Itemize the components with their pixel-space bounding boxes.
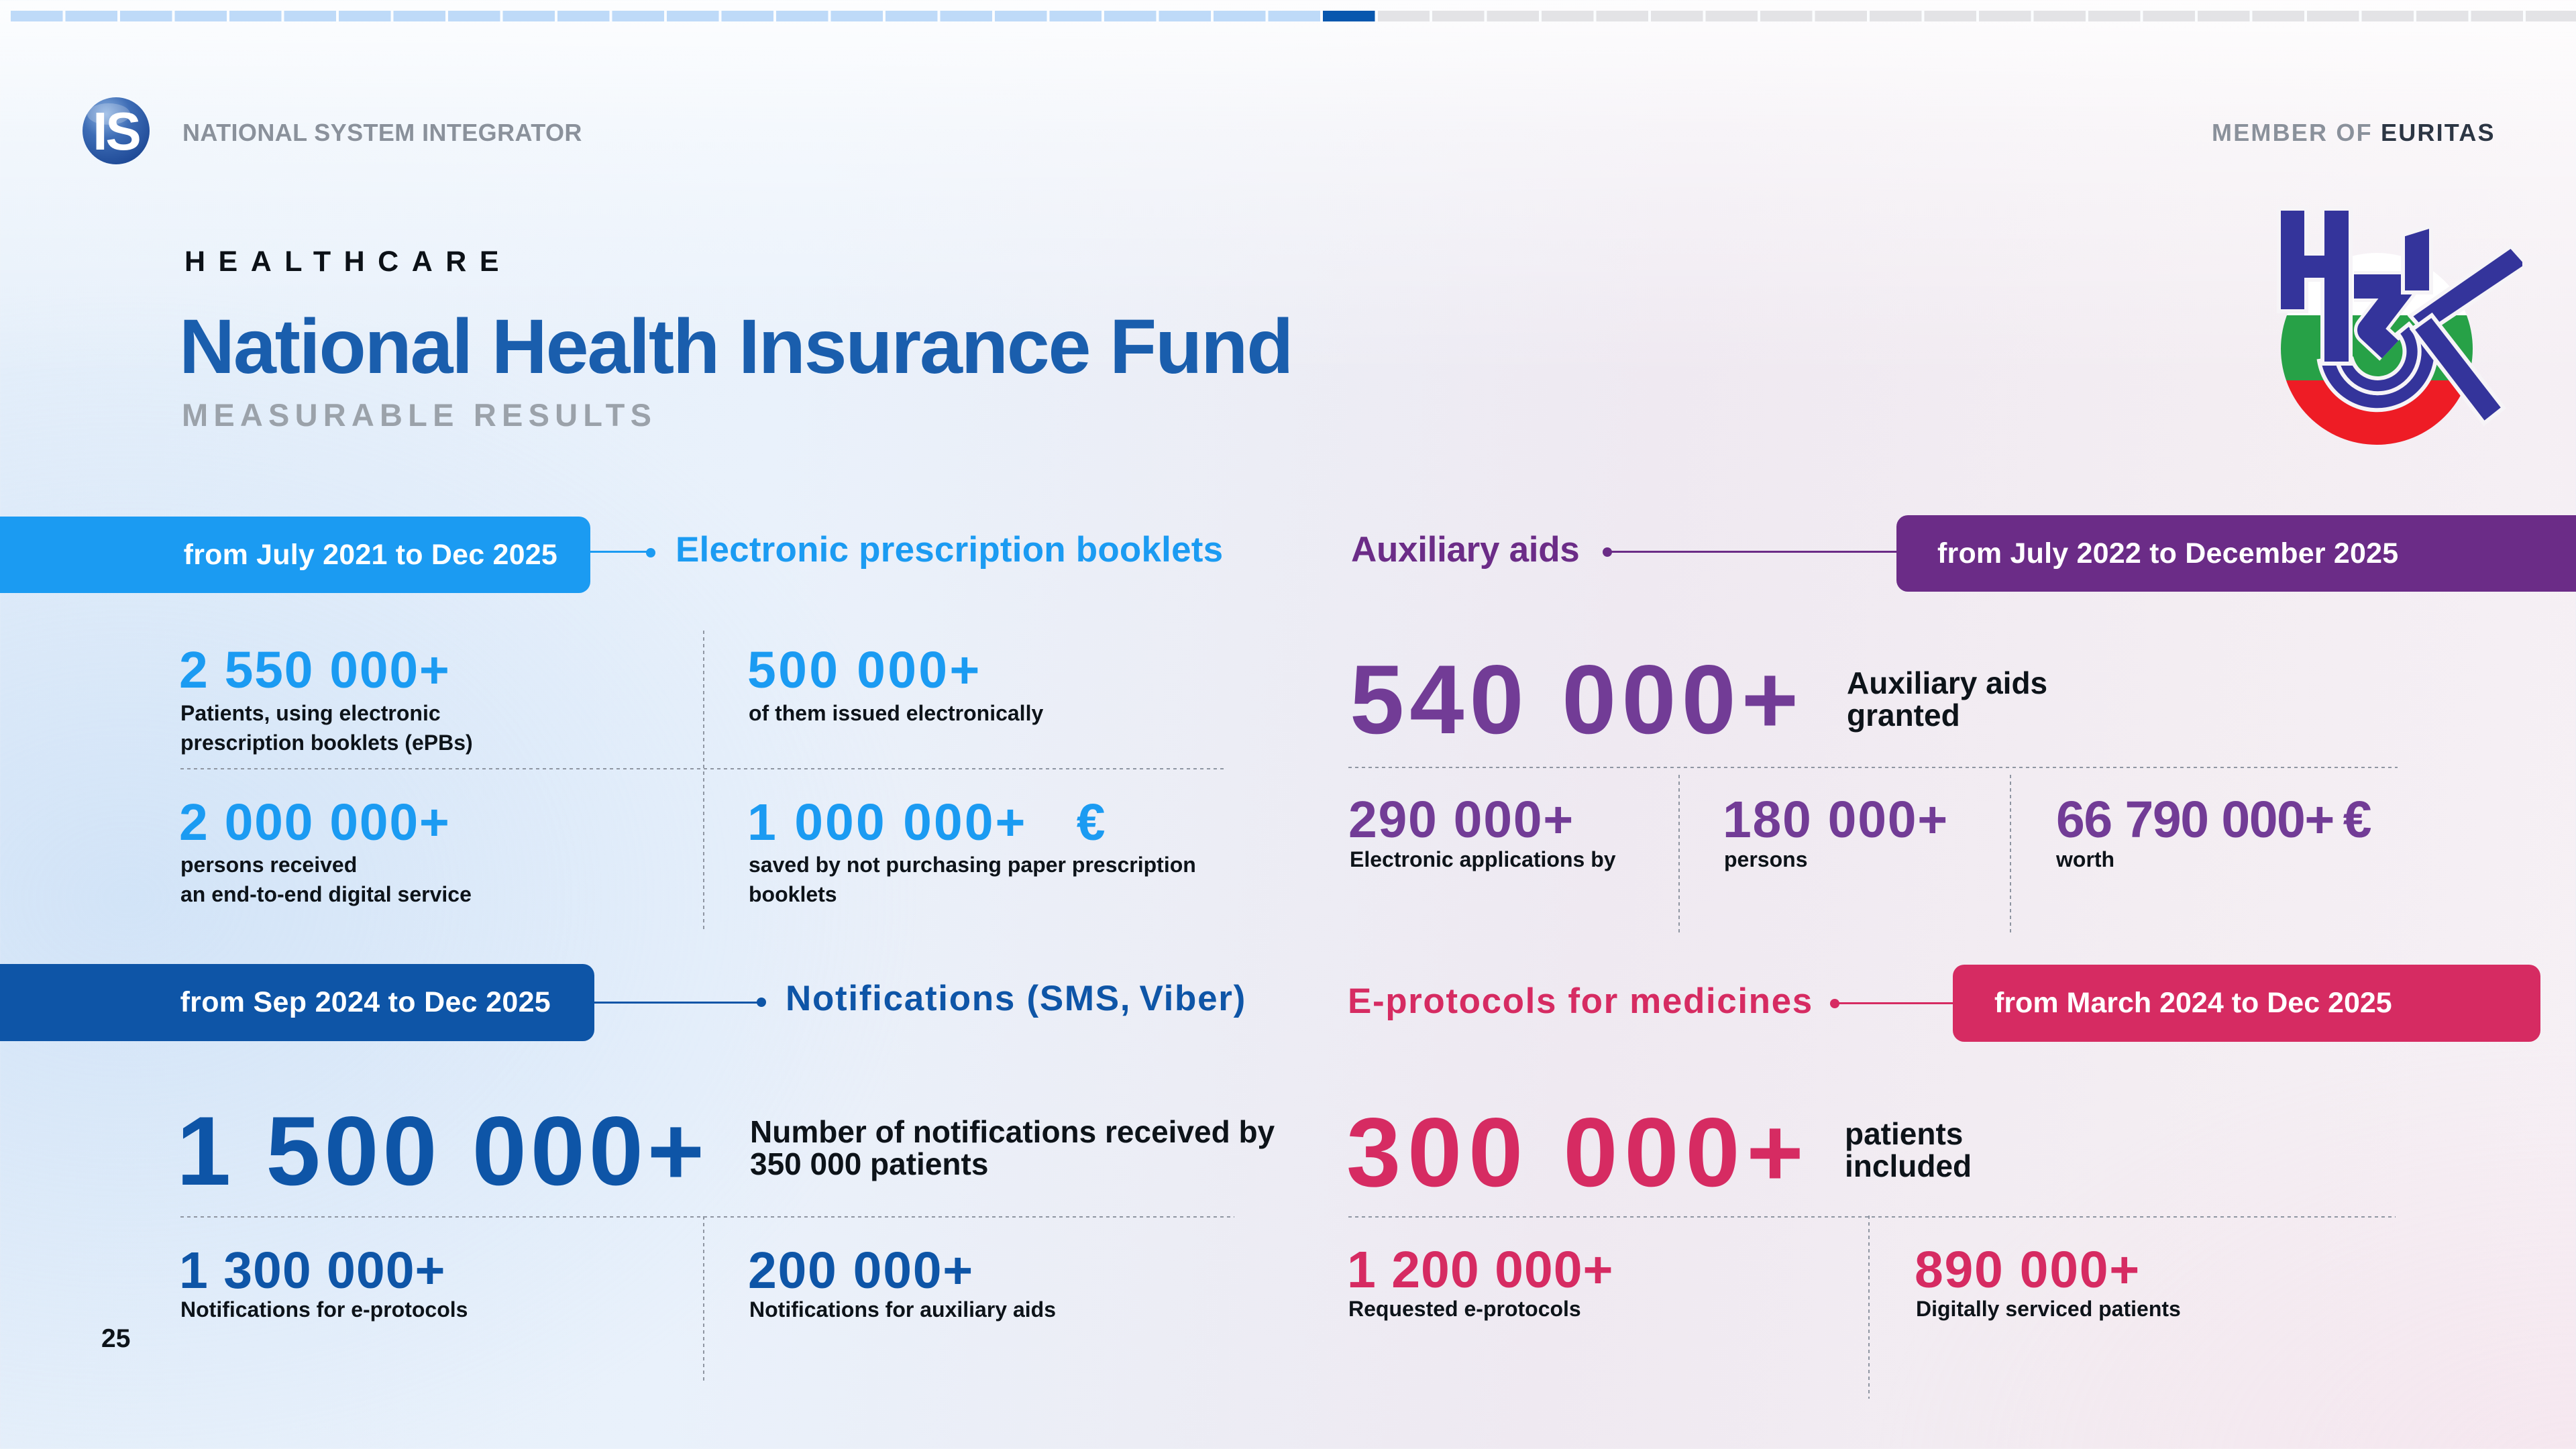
svg-text:IS: IS — [93, 101, 140, 161]
